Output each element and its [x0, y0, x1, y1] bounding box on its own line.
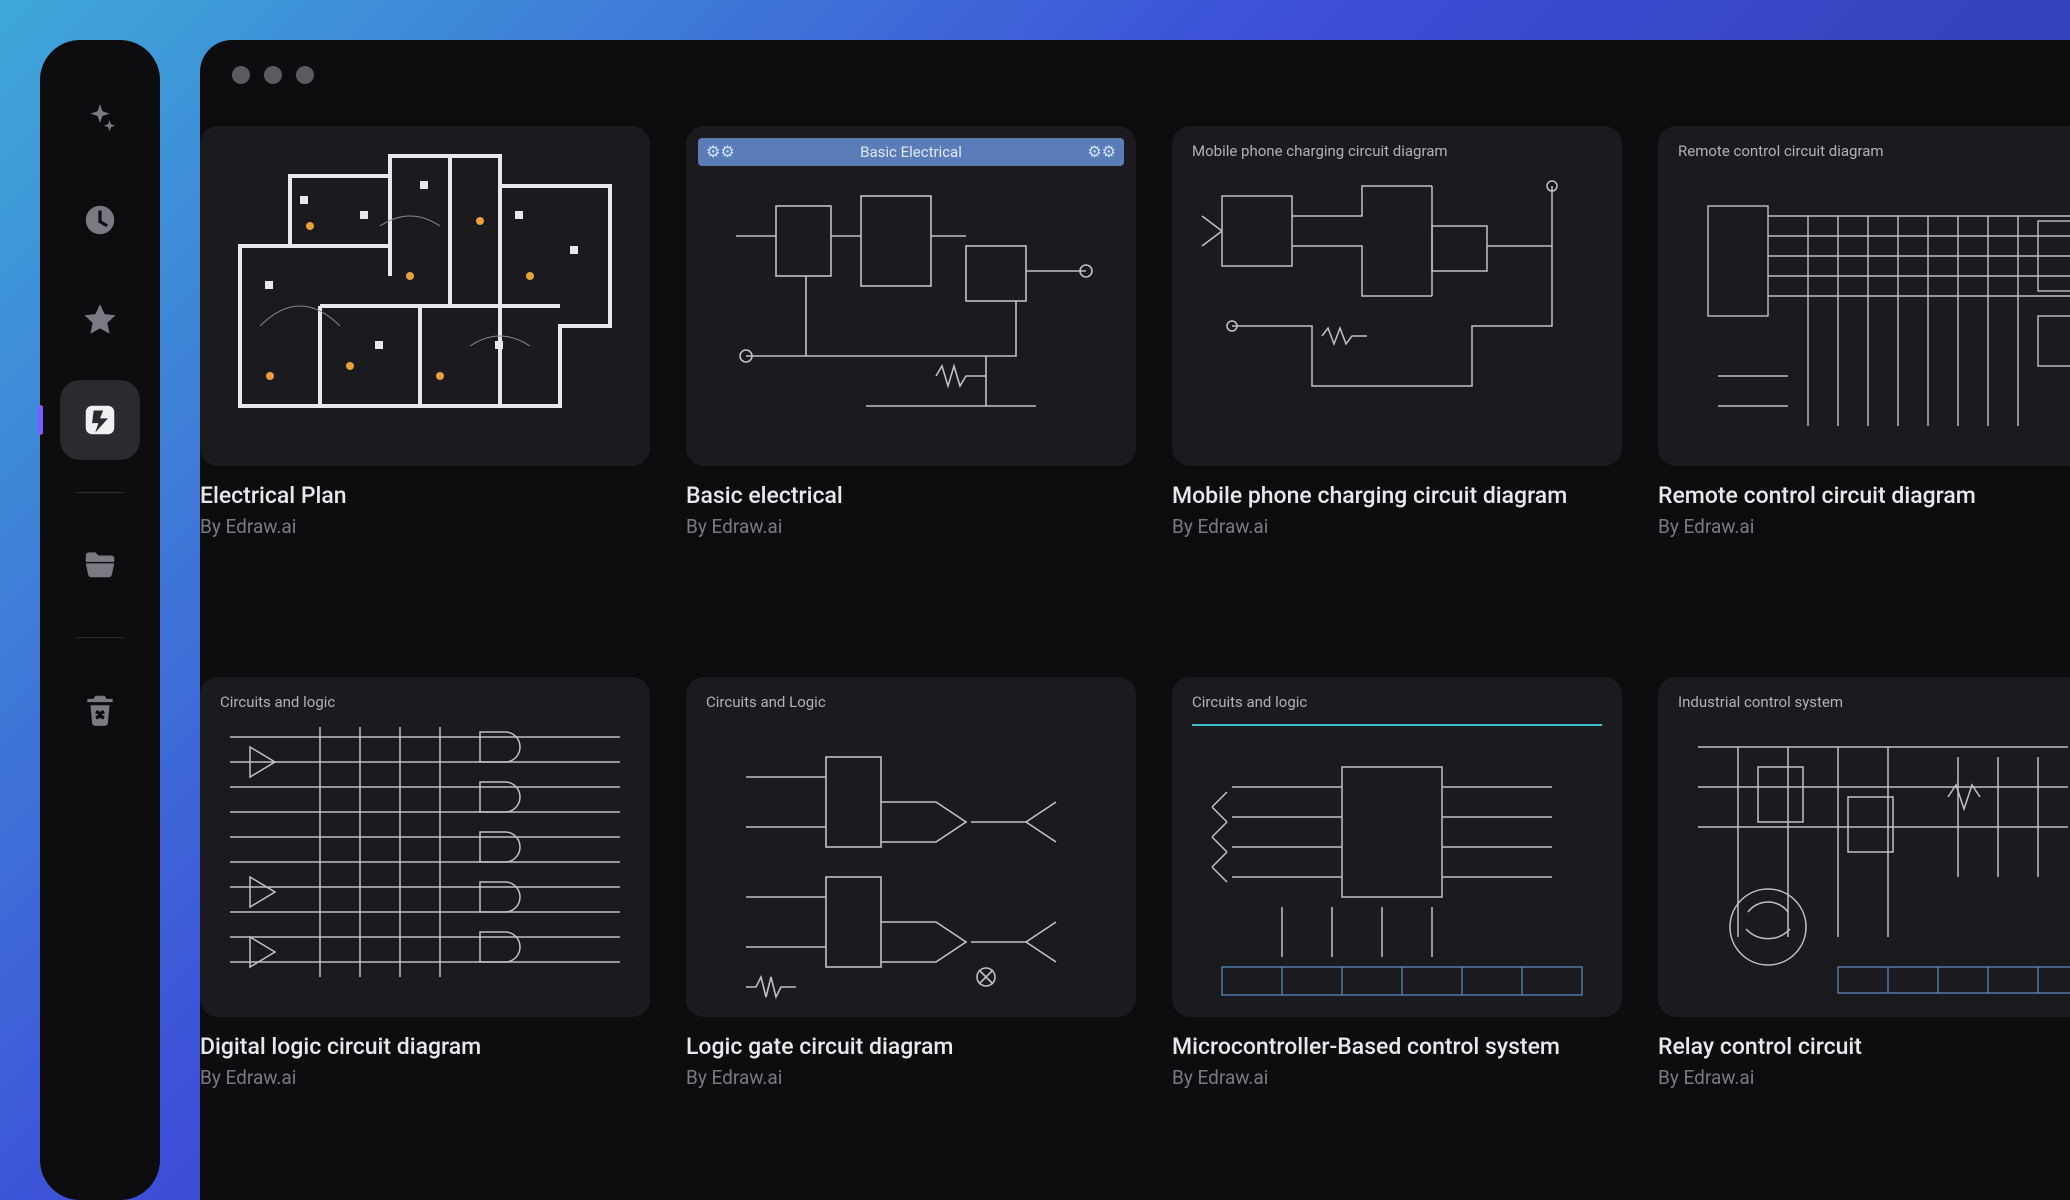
- clock-icon: [81, 201, 119, 239]
- main-window: Electrical Plan By Edraw.ai ⚙⚙ Basic Ele…: [200, 40, 2070, 1200]
- traffic-light-close[interactable]: [232, 66, 250, 84]
- template-thumbnail: Circuits and logic: [1172, 677, 1622, 1017]
- logo-icon: [81, 401, 119, 439]
- sidebar-divider: [76, 492, 124, 493]
- sidebar-item-star[interactable]: [60, 280, 140, 360]
- star-icon: [81, 301, 119, 339]
- thumb-header-label: Basic Electrical: [860, 143, 962, 161]
- template-card[interactable]: Electrical Plan By Edraw.ai: [200, 126, 650, 649]
- template-thumbnail: Circuits and Logic: [686, 677, 1136, 1017]
- thumb-caption: Circuits and Logic: [706, 693, 826, 711]
- template-thumbnail: Remote control circuit diagram: [1658, 126, 2070, 466]
- template-card[interactable]: Industrial control system: [1658, 677, 2070, 1200]
- gear-icon: ⚙⚙: [706, 142, 735, 161]
- thumb-caption: Circuits and logic: [220, 693, 335, 711]
- template-title: Microcontroller-Based control system: [1172, 1033, 1622, 1060]
- logic-art: [686, 677, 1136, 1017]
- circuit-art: [1658, 126, 2070, 466]
- template-card[interactable]: Mobile phone charging circuit diagram Mo…: [1172, 126, 1622, 649]
- template-card[interactable]: ⚙⚙ Basic Electrical ⚙⚙ Basic electrical: [686, 126, 1136, 649]
- template-author: By Edraw.ai: [200, 515, 650, 538]
- circuit-art: [1658, 677, 2070, 1017]
- template-author: By Edraw.ai: [1658, 1066, 2070, 1089]
- thumb-caption: Circuits and logic: [1192, 693, 1307, 711]
- sidebar-item-folder[interactable]: [60, 525, 140, 605]
- template-card[interactable]: Circuits and logic Micr: [1172, 677, 1622, 1200]
- template-card[interactable]: Circuits and logic Digital logic circuit…: [200, 677, 650, 1200]
- template-grid: Electrical Plan By Edraw.ai ⚙⚙ Basic Ele…: [200, 110, 2070, 1200]
- sidebar-item-clock[interactable]: [60, 180, 140, 260]
- template-thumbnail: Circuits and logic: [200, 677, 650, 1017]
- template-thumbnail: Industrial control system: [1658, 677, 2070, 1017]
- template-card[interactable]: Circuits and Logic Logic gate circuit di…: [686, 677, 1136, 1200]
- circuit-art: [686, 126, 1136, 466]
- sparkle-icon: [81, 101, 119, 139]
- trash-icon: [81, 691, 119, 729]
- circuit-art: [1172, 126, 1622, 466]
- template-author: By Edraw.ai: [1172, 1066, 1622, 1089]
- sidebar-divider-2: [76, 637, 124, 638]
- sidebar-item-logo[interactable]: [60, 380, 140, 460]
- sidebar-item-sparkle[interactable]: [60, 80, 140, 160]
- template-author: By Edraw.ai: [200, 1066, 650, 1089]
- traffic-light-zoom[interactable]: [296, 66, 314, 84]
- template-title: Remote control circuit diagram: [1658, 482, 2070, 509]
- template-author: By Edraw.ai: [1172, 515, 1622, 538]
- sidebar: [40, 40, 160, 1200]
- traffic-light-minimize[interactable]: [264, 66, 282, 84]
- template-author: By Edraw.ai: [686, 1066, 1136, 1089]
- template-author: By Edraw.ai: [1658, 515, 2070, 538]
- template-thumbnail: Mobile phone charging circuit diagram: [1172, 126, 1622, 466]
- floorplan-art: [200, 126, 650, 466]
- template-author: By Edraw.ai: [686, 515, 1136, 538]
- template-title: Basic electrical: [686, 482, 1136, 509]
- template-title: Digital logic circuit diagram: [200, 1033, 650, 1060]
- template-title: Relay control circuit: [1658, 1033, 2070, 1060]
- thumb-caption: Industrial control system: [1678, 693, 1843, 711]
- thumb-caption: Mobile phone charging circuit diagram: [1192, 142, 1448, 160]
- template-thumbnail: [200, 126, 650, 466]
- gear-icon: ⚙⚙: [1087, 142, 1116, 161]
- logic-art: [200, 677, 650, 1017]
- template-title: Logic gate circuit diagram: [686, 1033, 1136, 1060]
- template-title: Mobile phone charging circuit diagram: [1172, 482, 1622, 509]
- template-title: Electrical Plan: [200, 482, 650, 509]
- template-card[interactable]: Remote control circuit diagram Remote co…: [1658, 126, 2070, 649]
- folder-icon: [81, 546, 119, 584]
- sidebar-item-trash[interactable]: [60, 670, 140, 750]
- thumb-caption: Remote control circuit diagram: [1678, 142, 1884, 160]
- window-titlebar: [200, 40, 2070, 110]
- template-thumbnail: ⚙⚙ Basic Electrical ⚙⚙: [686, 126, 1136, 466]
- thumb-header-bar: ⚙⚙ Basic Electrical ⚙⚙: [698, 138, 1124, 166]
- circuit-art: [1172, 677, 1622, 1017]
